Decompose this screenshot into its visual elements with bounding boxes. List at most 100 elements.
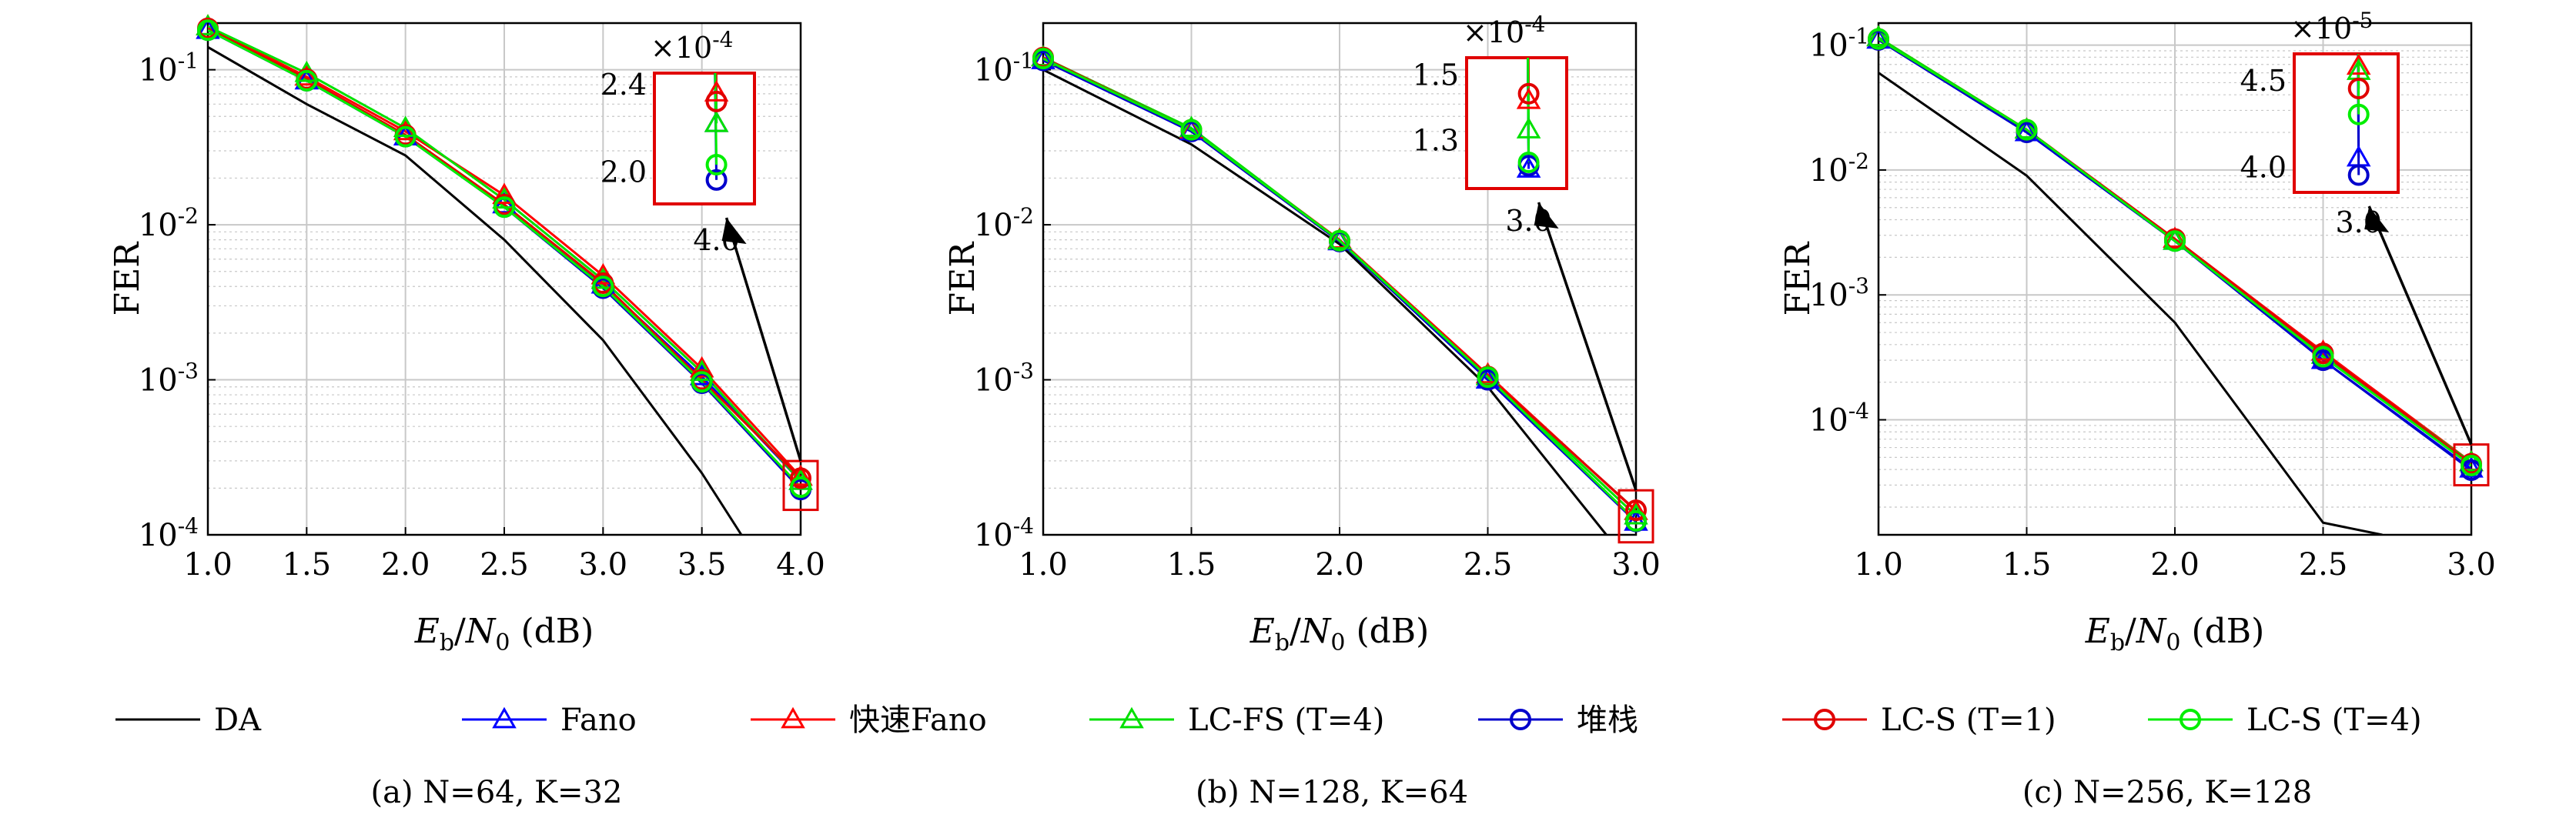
series-line-LCS4 — [1043, 57, 1636, 522]
legend-item-LCS1: LC-S (T=1) — [1782, 703, 2056, 738]
zoom-arrow-head — [721, 218, 747, 244]
inset-point-LCFS — [1516, 117, 1541, 139]
point-LCS4 — [2016, 119, 2038, 141]
inset-y-tick: 2.0 — [601, 155, 647, 189]
legend: DA Fano 快速Fano LC-FS (T=4) 堆栈 LC-S (T=1) LC-S … — [115, 703, 2422, 738]
x-tick-label: 2.0 — [2150, 547, 2200, 583]
point-LCS4 — [1032, 48, 1054, 70]
x-axis-label: Eb/N0 (dB) — [2085, 612, 2265, 656]
inset-y-tick: 2.4 — [601, 68, 647, 102]
zoom-arrow-head — [2364, 206, 2390, 232]
x-tick-label: 1.0 — [1854, 547, 1903, 583]
inset-point-LCFS — [704, 110, 729, 132]
point-LCS4 — [790, 476, 811, 499]
inset-point-FastFano — [704, 80, 729, 102]
point-LCS1 — [1625, 499, 1647, 522]
point-FastFano — [689, 356, 714, 378]
legend-marker — [1119, 706, 1144, 729]
inset-point-FastFano — [2346, 53, 2371, 75]
panel-caption: (c) N=256, K=128 — [2022, 775, 2312, 810]
inset-frame — [2293, 52, 2400, 194]
zoom-arrow-head — [1534, 202, 1559, 229]
legend-label: LC-FS (T=4) — [1188, 703, 1384, 738]
point-FastFano — [294, 64, 319, 86]
inset-multiplier: ×10-4 — [1463, 12, 1545, 49]
panel-caption: (b) N=128, K=64 — [1196, 775, 1468, 810]
point-LCS4 — [691, 371, 713, 393]
legend-item-LCS4: LC-S (T=4) — [2148, 703, 2422, 738]
y-axis-label: FER — [943, 241, 982, 316]
legend-marker — [1814, 709, 1835, 730]
legend-marker — [492, 706, 517, 729]
point-LCS1 — [790, 467, 811, 489]
legend-item-Stack: 堆栈 — [1478, 703, 1638, 738]
y-tick-label: 10-2 — [1809, 149, 1869, 189]
point-LCS4 — [493, 196, 515, 219]
inset-point-FastFano — [1516, 88, 1541, 109]
series-line-DA — [208, 45, 743, 535]
inset-multiplier: ×10-5 — [2290, 8, 2373, 45]
legend-item-DA: DA — [115, 703, 262, 738]
x-tick-label: 1.5 — [1167, 547, 1216, 583]
inset-point-LCS1 — [1517, 82, 1540, 105]
point-LCS4 — [1329, 229, 1350, 252]
inset-x-tick: 3.0 — [2335, 205, 2381, 239]
y-tick-label: 10-1 — [1809, 24, 1869, 64]
x-tick-label: 2.5 — [1464, 547, 1513, 583]
y-axis-label: FER — [1778, 241, 1818, 316]
series-line-DA — [1878, 72, 2383, 535]
series-group — [1878, 36, 2471, 535]
point-Fano — [2459, 456, 2484, 478]
inset-multiplier: ×10-4 — [651, 27, 733, 65]
y-tick-label: 10-3 — [139, 359, 199, 399]
y-tick-label: 10-2 — [974, 203, 1034, 243]
point-LCFS — [1179, 115, 1204, 137]
point-LCFS — [196, 14, 220, 35]
series-line-LCS4 — [1878, 38, 2471, 467]
inset-point-LCS4 — [1517, 152, 1540, 173]
legend-item-Fano: Fano — [462, 703, 637, 738]
inset-frame — [653, 72, 756, 205]
point-LCS4 — [1868, 28, 1889, 50]
x-tick-label: 2.0 — [381, 547, 430, 583]
legend-label: 快速Fano — [849, 703, 987, 738]
x-tick-label: 2.0 — [1315, 547, 1364, 583]
x-tick-label: 3.0 — [2447, 547, 2496, 583]
point-LCFS — [1031, 45, 1055, 67]
point-LCS4 — [1180, 119, 1203, 141]
point-LCS4 — [296, 69, 318, 92]
chart-panel-a: 1.0 1.5 2.0 2.5 3.0 3.5 4.0 10-1 10-2 10-3 10-4 Eb/… — [108, 14, 825, 810]
inset: 1.5 1.3 3.0 ×10-4 — [1413, 12, 1568, 238]
y-tick-label: 10-3 — [1809, 273, 1869, 313]
point-LCS4 — [197, 19, 219, 42]
point-FastFano — [492, 182, 517, 205]
inset-point-LCS1 — [2347, 78, 2370, 99]
point-LCS4 — [394, 125, 417, 148]
x-tick-label: 1.0 — [183, 547, 233, 583]
zoom-arrow — [2367, 205, 2473, 446]
inset-point-Fano — [1516, 156, 1541, 178]
inset-y-tick: 4.5 — [2240, 64, 2287, 98]
y-tick-label: 10-1 — [974, 48, 1034, 88]
inset-point-LCS4 — [2347, 103, 2370, 125]
inset: 4.5 4.0 3.0 ×10-5 — [2240, 8, 2400, 239]
point-LCS4 — [1625, 509, 1647, 532]
y-tick-label: 10-4 — [139, 513, 199, 553]
point-LCS4 — [2461, 455, 2482, 477]
x-tick-label: 1.5 — [2002, 547, 2052, 583]
y-axis-label: FER — [108, 241, 147, 316]
zoom-arrow — [724, 217, 802, 462]
inset-point-LCS4 — [705, 154, 728, 175]
y-tick-label: 10-4 — [974, 513, 1034, 553]
legend-marker — [2180, 709, 2201, 730]
y-tick-label: 10-4 — [1809, 399, 1869, 439]
x-tick-label: 3.0 — [579, 547, 628, 583]
point-LCFS — [1866, 25, 1891, 47]
point-LCS4 — [2312, 346, 2334, 368]
point-FastFano — [788, 464, 813, 486]
chart-panel-c: 1.0 1.5 2.0 2.5 3.0 10-1 10-2 10-3 10-4 Eb/N0 (dB… — [1778, 8, 2496, 810]
y-tick-label: 10-2 — [139, 203, 199, 243]
legend-marker — [781, 706, 805, 729]
inset-y-tick: 1.5 — [1413, 58, 1459, 92]
